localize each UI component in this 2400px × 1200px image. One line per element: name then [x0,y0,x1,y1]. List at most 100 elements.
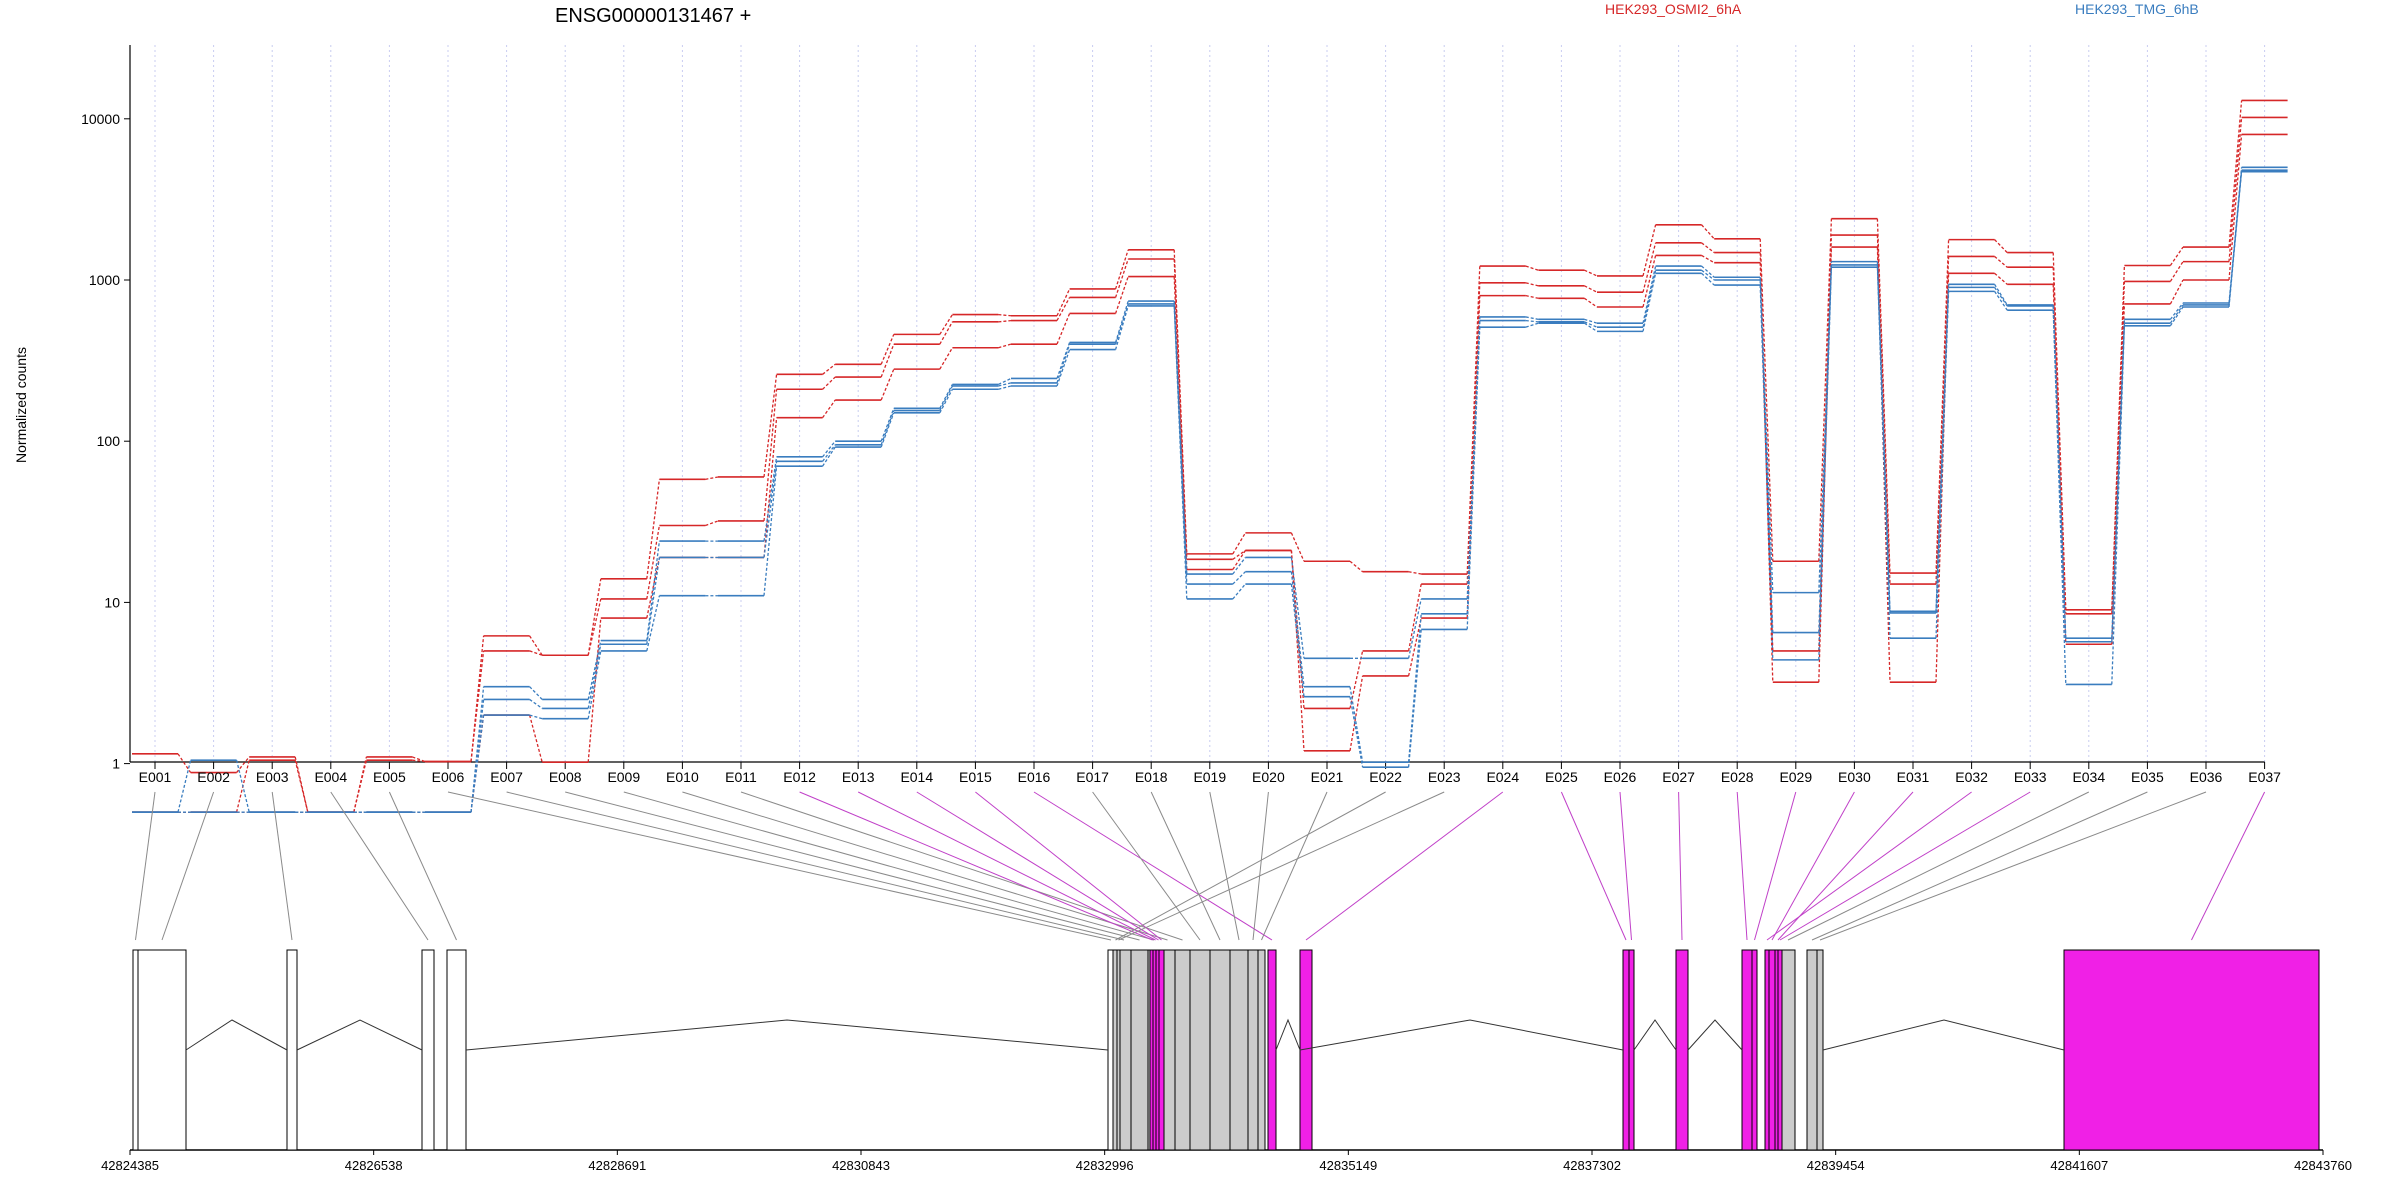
exon-label-E006: E006 [432,769,465,785]
y-tick-label: 10 [104,594,120,610]
exon-box-E033 [1777,949,1783,1151]
series-connector [1818,267,1833,660]
series-connector [1525,294,1539,299]
exon-box-E002 [137,949,187,1151]
connector-E003 [271,791,293,941]
series-connector [939,321,953,345]
series-connector [1056,313,1071,345]
series-connector [822,444,836,462]
coord-label: 42841607 [2050,1158,2108,1173]
connector-E027 [1678,791,1683,941]
series-connector [353,756,368,813]
exon-box-E008 [1130,949,1149,1151]
chart-title: ENSG00000131467 + [555,5,751,27]
legend-entry-tmg: HEK293_TMG_6hB [2075,1,2199,17]
series-connector [822,440,836,458]
series-connector [1701,272,1715,286]
series-connector [939,384,953,409]
series-connector [939,347,953,370]
series-connector [1349,696,1364,768]
series-connector [587,640,602,700]
series-connector [1701,265,1715,278]
gridlines [154,45,2266,762]
series-connector [1584,285,1598,293]
exon-label-E028: E028 [1721,769,1754,785]
coord-label: 42826538 [345,1158,403,1173]
series-connector [1994,287,2008,307]
exon-box-E019 [1229,949,1249,1151]
series-connector [2228,134,2243,281]
series-connector [1642,255,1657,308]
series-connector [1994,291,2008,311]
series-connector [763,466,778,596]
series-connector [587,617,602,763]
series-connector [2111,281,2126,614]
series-connector [1525,322,1539,328]
series-connector [1759,238,1774,562]
series-connector [998,343,1012,349]
exon-box-E015 [1158,949,1165,1151]
series-connector [2052,267,2067,614]
series-connector [822,446,836,467]
connector-E008 [565,791,1140,941]
exon-label-E016: E016 [1018,769,1051,785]
series-connector [2228,100,2243,248]
y-tick-label: 100 [97,433,121,449]
series-connector [587,644,602,709]
series-connector [1759,285,1774,660]
series-connector [1935,291,1950,639]
series-connector [1818,264,1833,633]
series-connector [470,635,485,762]
connector-E023 [1118,791,1445,941]
connector-E020 [1252,791,1269,941]
series-connector [2228,171,2243,308]
series-connector [470,699,485,813]
exon-box-E023 [1116,949,1121,1151]
gene-model [130,949,2323,1151]
series-connector [1584,297,1598,308]
intron-line [1275,1018,1301,1051]
series-connector [1642,224,1657,277]
exon-label-E001: E001 [139,769,172,785]
connector-E034 [1787,791,2090,941]
series-connector [1994,255,2008,268]
series-connector [763,417,778,558]
series-connector [763,389,778,522]
exon-box-E016 [1267,949,1277,1151]
series-connector [1173,305,1188,600]
exon-label-E030: E030 [1838,769,1871,785]
exon-label-E005: E005 [373,769,406,785]
exon-label-E024: E024 [1486,769,1519,785]
exon-label-E004: E004 [314,769,347,785]
y-tick-label: 10000 [81,111,120,127]
series-connector [2052,284,2067,645]
exon-box-E001 [132,949,139,1151]
connector-E017 [1092,791,1201,941]
connector-E011 [740,791,1183,941]
series-connector [646,479,661,579]
series-connector [1290,532,1305,562]
series-connector [1407,583,1422,652]
connector-E006 [447,791,1112,941]
series-connector [1759,277,1774,593]
series-connector [763,456,778,542]
exon-box-E004 [421,949,435,1151]
y-tick-label: 1 [112,756,120,772]
series-connector [587,578,602,656]
exon-label-E034: E034 [2072,769,2105,785]
series-connector [1232,532,1246,555]
exon-box-E027 [1675,949,1689,1151]
connector-E025 [1560,791,1627,941]
series-connector [822,376,836,390]
series-connector [939,388,953,414]
series-connector [1349,560,1364,573]
series-connector [1994,283,2008,306]
connector-E005 [388,791,457,941]
connector-E007 [506,791,1125,941]
series-connector [1349,650,1364,709]
exon-label-E018: E018 [1135,769,1168,785]
connector-E037 [2191,791,2266,941]
series-connector [1173,303,1188,585]
series-connector [1407,629,1422,768]
legend-entry-osmi2: HEK293_OSMI2_6hA [1605,1,1742,17]
